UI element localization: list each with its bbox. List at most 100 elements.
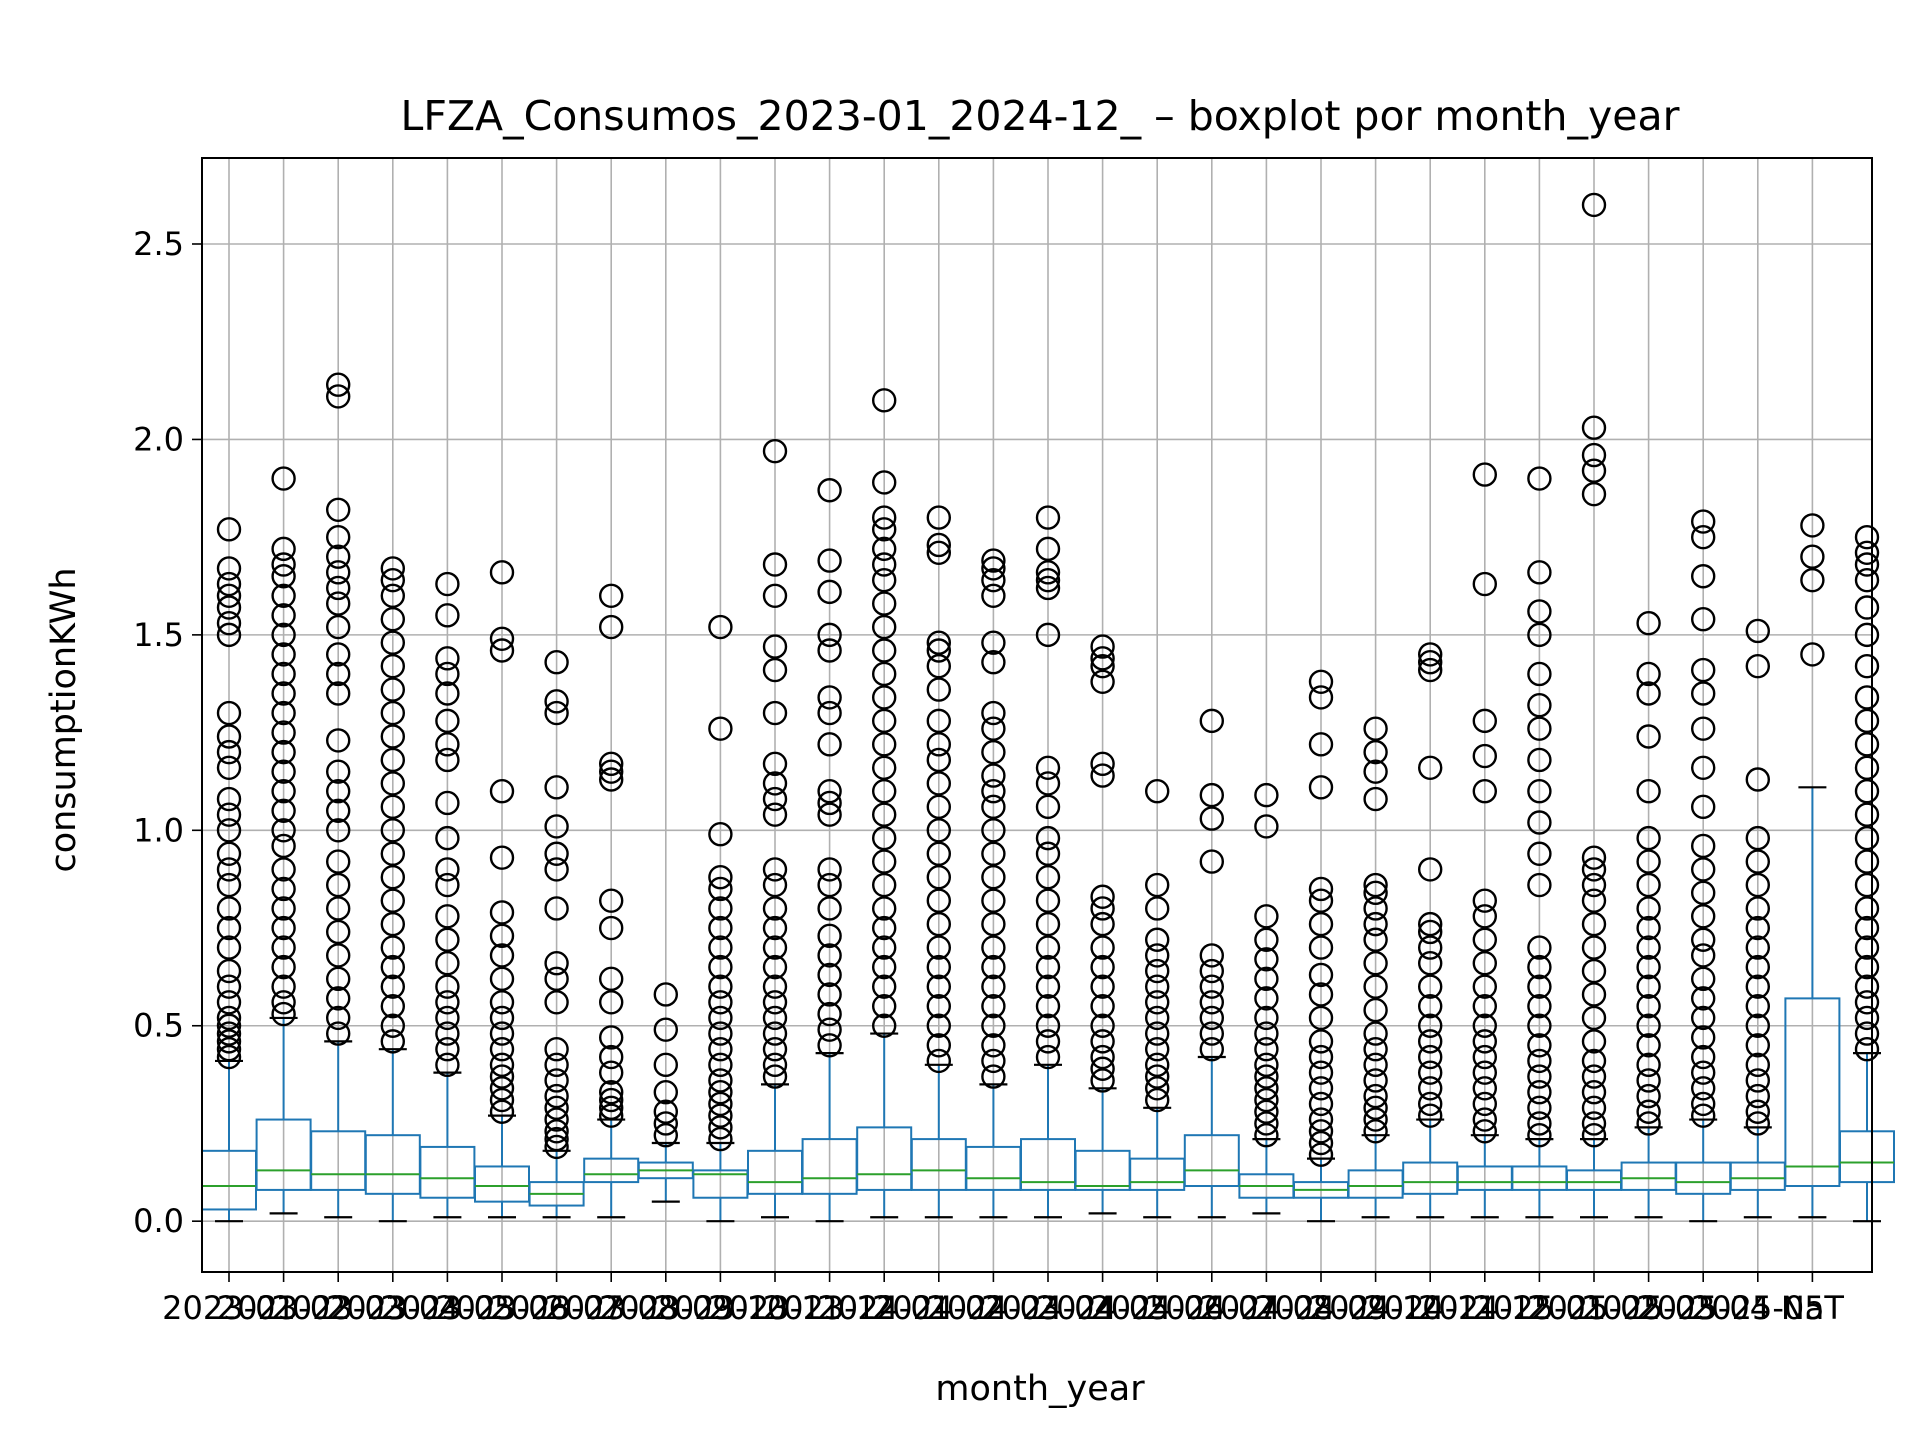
outlier-point: [1308, 911, 1334, 937]
outlier-point: [435, 681, 460, 706]
outlier-point: [544, 1083, 569, 1109]
outlier-point: [1472, 974, 1498, 999]
outlier-point: [599, 759, 624, 784]
outlier-point: [380, 677, 405, 702]
iqr-box: [1839, 1130, 1895, 1184]
outlier-point: [271, 779, 296, 804]
outlier-point: [926, 677, 951, 702]
outlier-point: [1745, 1099, 1771, 1124]
outlier-point: [216, 610, 242, 636]
box-2023-05: [419, 571, 476, 1219]
outlier-point: [926, 865, 951, 890]
outlier-point: [1854, 872, 1880, 898]
outlier-point: [1199, 1021, 1225, 1046]
outlier-point: [926, 818, 951, 843]
outlier-point: [653, 982, 678, 1007]
outlier-point: [1527, 693, 1552, 718]
outlier-point: [1527, 1064, 1552, 1089]
outlier-point: [926, 630, 951, 655]
outlier-point: [1417, 857, 1443, 882]
outlier-point: [1090, 763, 1115, 788]
outlier-point: [544, 814, 569, 839]
outlier-point: [271, 857, 296, 882]
x-axis-label: month_year: [935, 1369, 1145, 1409]
outlier-point: [1800, 642, 1825, 667]
outlier-point: [1090, 646, 1115, 671]
outlier-point: [1035, 825, 1061, 851]
x-tick-label: 2024-11: [1363, 1289, 1497, 1327]
outlier-point: [1144, 958, 1170, 984]
outlier-point: [1581, 911, 1607, 937]
outlier-point: [435, 571, 460, 597]
outlier-point: [1527, 872, 1552, 898]
outlier-point: [1090, 1044, 1115, 1070]
box-2024-08: [1238, 782, 1295, 1215]
outlier-point: [435, 825, 460, 851]
outlier-point: [1308, 1060, 1334, 1085]
x-tick-label: 2024-06: [1090, 1289, 1224, 1327]
outlier-point: [1854, 708, 1880, 734]
outlier-point: [1745, 1083, 1771, 1109]
outlier-point: [435, 904, 460, 929]
outlier-point: [1308, 1029, 1334, 1054]
outlier-point: [762, 786, 788, 812]
x-tick-label: 2024-05: [1036, 1289, 1170, 1327]
outlier-point: [1745, 872, 1771, 898]
outlier-point: [1636, 779, 1661, 804]
outlier-point: [1363, 896, 1388, 921]
x-tick-label: 2025-05: [1691, 1289, 1825, 1327]
outlier-point: [1472, 1076, 1498, 1101]
outlier-point: [216, 974, 242, 999]
box-2023-10: [692, 614, 749, 1223]
outlier-point: [1417, 994, 1443, 1019]
outlier-point: [1472, 708, 1498, 734]
outlier-point: [872, 567, 897, 593]
outlier-point: [1363, 1021, 1388, 1046]
outlier-point: [981, 841, 1006, 866]
outlier-point: [380, 954, 405, 980]
outlier-point: [708, 1052, 733, 1078]
outlier-point: [271, 622, 296, 648]
outlier-point: [1527, 1033, 1552, 1058]
outlier-point: [762, 1064, 788, 1089]
outlier-point: [1144, 1087, 1170, 1113]
outlier-point: [762, 552, 788, 577]
outlier-point: [981, 630, 1006, 655]
outlier-point: [762, 751, 788, 777]
outlier-point: [1527, 1048, 1552, 1074]
outlier-point: [1472, 462, 1498, 487]
outlier-point: [817, 1017, 842, 1042]
outlier-point: [708, 896, 733, 921]
outlier-point: [817, 923, 842, 949]
outlier-point: [872, 896, 897, 921]
outlier-point: [1854, 779, 1880, 804]
outlier-point: [762, 1052, 788, 1078]
outlier-point: [653, 1111, 678, 1136]
outlier-point: [1854, 653, 1880, 679]
outlier-point: [981, 974, 1006, 999]
outlier-point: [599, 767, 624, 792]
outlier-point: [1581, 982, 1607, 1007]
outlier-point: [326, 1005, 351, 1031]
outlier-point: [326, 544, 351, 569]
outlier-point: [981, 583, 1006, 608]
outlier-point: [1199, 990, 1225, 1015]
outlier-point: [1363, 759, 1388, 784]
outlier-point: [599, 990, 624, 1015]
outlier-point: [1581, 458, 1607, 483]
outlier-point: [489, 923, 515, 949]
outlier-point: [1636, 1033, 1661, 1058]
outlier-point: [981, 1013, 1006, 1038]
outlier-point: [1417, 1103, 1443, 1128]
outlier-point: [708, 954, 733, 980]
outlier-point: [872, 872, 897, 898]
outlier-point: [1144, 974, 1170, 999]
outlier-point: [1254, 947, 1279, 972]
outlier-point: [1035, 560, 1061, 585]
outlier-point: [1472, 951, 1498, 976]
outlier-point: [762, 1021, 788, 1046]
box-undefined: [1839, 524, 1895, 1223]
outlier-point: [489, 1005, 515, 1031]
outlier-point: [435, 732, 460, 757]
outlier-point: [817, 982, 842, 1007]
